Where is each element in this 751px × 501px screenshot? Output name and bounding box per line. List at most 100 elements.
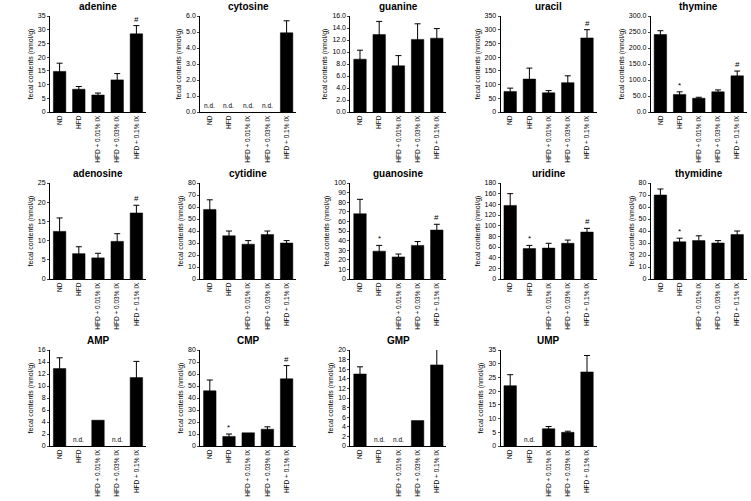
svg-text:60: 60 [338, 218, 346, 225]
svg-text:70: 70 [188, 191, 196, 198]
svg-text:HFD + 0.01% IX: HFD + 0.01% IX [695, 115, 702, 163]
svg-text:80: 80 [188, 346, 196, 353]
svg-text:HFD + 0.1% IX: HFD + 0.1% IX [133, 115, 140, 159]
svg-text:80: 80 [639, 179, 647, 186]
svg-text:n.d.: n.d. [524, 436, 535, 443]
svg-text:ND: ND [56, 115, 63, 125]
svg-text:ND: ND [206, 282, 213, 292]
svg-text:200.0: 200.0 [629, 44, 647, 51]
svg-text:fecal contents (nmol/g): fecal contents (nmol/g) [27, 363, 35, 434]
svg-text:HFD + 0.01% IX: HFD + 0.01% IX [545, 449, 552, 497]
svg-text:2.0: 2.0 [336, 96, 346, 103]
svg-text:HFD: HFD [75, 115, 82, 129]
svg-text:12: 12 [338, 385, 346, 392]
svg-text:4.0: 4.0 [336, 84, 346, 91]
svg-text:1.0: 1.0 [186, 92, 196, 99]
svg-text:10: 10 [188, 430, 196, 437]
svg-text:HFD + 0.03% IX: HFD + 0.03% IX [113, 282, 120, 330]
svg-text:HFD + 0.01% IX: HFD + 0.01% IX [545, 282, 552, 330]
svg-text:10: 10 [338, 394, 346, 401]
svg-text:HFD: HFD [526, 115, 533, 129]
svg-text:ND: ND [657, 282, 664, 292]
svg-text:10: 10 [188, 263, 196, 270]
svg-text:n.d.: n.d. [204, 102, 215, 109]
svg-text:fecal contents (nmol/g): fecal contents (nmol/g) [175, 29, 183, 100]
svg-text:guanine: guanine [379, 1, 418, 12]
svg-text:0: 0 [42, 108, 46, 115]
svg-text:fecal contents (nmol/g): fecal contents (nmol/g) [27, 196, 35, 267]
svg-text:HFD + 0.1% IX: HFD + 0.1% IX [133, 449, 140, 493]
svg-text:HFD + 0.03% IX: HFD + 0.03% IX [414, 282, 421, 330]
svg-text:40: 40 [338, 237, 346, 244]
svg-text:20: 20 [639, 251, 647, 258]
svg-text:25: 25 [38, 179, 46, 186]
svg-text:70: 70 [188, 358, 196, 365]
svg-text:ND: ND [356, 282, 363, 292]
svg-text:HFD + 0.01% IX: HFD + 0.01% IX [395, 449, 402, 497]
svg-text:16.0: 16.0 [332, 12, 346, 19]
svg-text:adenine: adenine [79, 1, 117, 12]
svg-text:25: 25 [488, 374, 496, 381]
svg-text:HFD + 0.03% IX: HFD + 0.03% IX [264, 282, 271, 330]
svg-text:#: # [585, 217, 590, 226]
svg-text:30: 30 [188, 239, 196, 246]
svg-text:HFD: HFD [676, 282, 683, 296]
svg-text:0: 0 [642, 275, 646, 282]
svg-text:15: 15 [38, 218, 46, 225]
svg-text:0.0: 0.0 [186, 108, 196, 115]
svg-text:0: 0 [342, 442, 346, 449]
svg-text:#: # [284, 355, 289, 364]
svg-text:10: 10 [639, 263, 647, 270]
svg-text:GMP: GMP [387, 335, 410, 346]
svg-text:140: 140 [485, 201, 497, 208]
svg-text:fecal contents (nmol/g): fecal contents (nmol/g) [27, 29, 35, 100]
svg-text:150.0: 150.0 [629, 60, 647, 67]
svg-text:8: 8 [42, 394, 46, 401]
svg-text:#: # [134, 15, 139, 24]
svg-text:*: * [678, 227, 681, 236]
svg-text:ND: ND [506, 449, 513, 459]
svg-text:80: 80 [188, 179, 196, 186]
svg-text:thymidine: thymidine [675, 168, 723, 179]
svg-text:ND: ND [356, 115, 363, 125]
svg-text:HFD: HFD [225, 115, 232, 129]
svg-text:HFD + 0.01% IX: HFD + 0.01% IX [94, 449, 101, 497]
svg-text:HFD + 0.03% IX: HFD + 0.03% IX [714, 115, 721, 163]
svg-text:4.0: 4.0 [186, 44, 196, 51]
svg-text:50: 50 [338, 227, 346, 234]
svg-text:70: 70 [639, 191, 647, 198]
svg-text:*: * [528, 234, 531, 243]
svg-text:25: 25 [38, 40, 46, 47]
svg-text:HFD + 0.1% IX: HFD + 0.1% IX [433, 282, 440, 326]
svg-text:60: 60 [488, 243, 496, 250]
svg-text:20: 20 [338, 346, 346, 353]
svg-text:HFD + 0.1% IX: HFD + 0.1% IX [733, 282, 740, 326]
svg-text:16: 16 [38, 346, 46, 353]
svg-text:20: 20 [38, 199, 46, 206]
svg-text:#: # [134, 194, 139, 203]
svg-text:HFD + 0.01% IX: HFD + 0.01% IX [244, 449, 251, 497]
svg-text:HFD + 0.01% IX: HFD + 0.01% IX [94, 115, 101, 163]
svg-text:70: 70 [338, 208, 346, 215]
svg-text:4: 4 [342, 423, 346, 430]
svg-text:12: 12 [38, 370, 46, 377]
svg-text:guanosine: guanosine [373, 168, 423, 179]
svg-text:16: 16 [338, 366, 346, 373]
svg-text:HFD: HFD [676, 115, 683, 129]
svg-text:60: 60 [639, 203, 647, 210]
svg-text:HFD + 0.1% IX: HFD + 0.1% IX [583, 449, 590, 493]
svg-text:n.d.: n.d. [374, 436, 385, 443]
svg-text:0: 0 [342, 275, 346, 282]
svg-text:3.0: 3.0 [186, 60, 196, 67]
svg-text:100: 100 [485, 81, 497, 88]
svg-text:cytosine: cytosine [228, 1, 269, 12]
svg-text:20: 20 [188, 418, 196, 425]
svg-text:HFD + 0.01% IX: HFD + 0.01% IX [545, 115, 552, 163]
svg-text:100: 100 [334, 179, 346, 186]
svg-text:HFD + 0.1% IX: HFD + 0.1% IX [583, 115, 590, 159]
svg-text:50: 50 [639, 215, 647, 222]
svg-text:100: 100 [485, 222, 497, 229]
svg-text:50.0: 50.0 [633, 92, 647, 99]
svg-text:ND: ND [506, 282, 513, 292]
svg-text:2: 2 [42, 430, 46, 437]
